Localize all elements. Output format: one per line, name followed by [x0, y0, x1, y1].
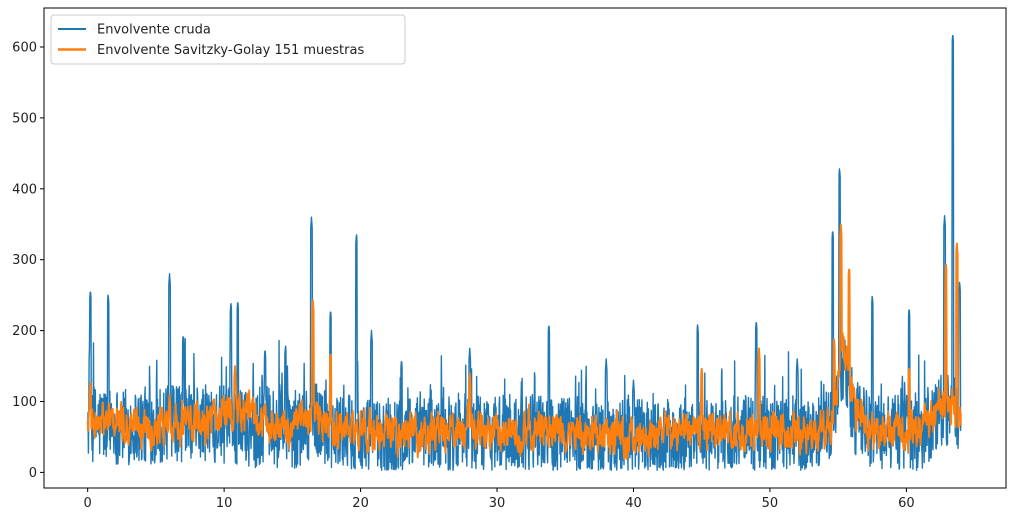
y-tick-label: 600	[12, 40, 37, 55]
x-tick-label: 50	[762, 496, 779, 511]
series-layer	[86, 34, 962, 471]
x-tick-label: 60	[898, 496, 915, 511]
series-smoothed-envelope	[86, 223, 962, 461]
x-tick-label: 0	[84, 496, 92, 511]
plot-frame	[43, 7, 1007, 489]
legend-box	[50, 14, 406, 65]
x-axis: 0 10 20 30 40 50 60	[84, 488, 915, 511]
y-tick-label: 400	[12, 182, 37, 197]
legend-label-raw: Envolvente cruda	[97, 23, 211, 38]
y-tick-label: 0	[29, 466, 37, 481]
y-tick-label: 500	[12, 111, 37, 126]
y-tick-label: 200	[12, 324, 37, 339]
legend-label-smoothed: Envolvente Savitzky-Golay 151 muestras	[97, 43, 364, 58]
legend: Envolvente cruda Envolvente Savitzky-Gol…	[50, 14, 406, 65]
x-tick-label: 20	[352, 496, 369, 511]
y-axis: 0 100 200 300 400 500 600	[12, 40, 44, 481]
x-tick-label: 10	[216, 496, 233, 511]
x-tick-label: 30	[489, 496, 506, 511]
x-tick-label: 40	[625, 496, 642, 511]
y-tick-label: 100	[12, 395, 37, 410]
y-tick-label: 300	[12, 253, 37, 268]
